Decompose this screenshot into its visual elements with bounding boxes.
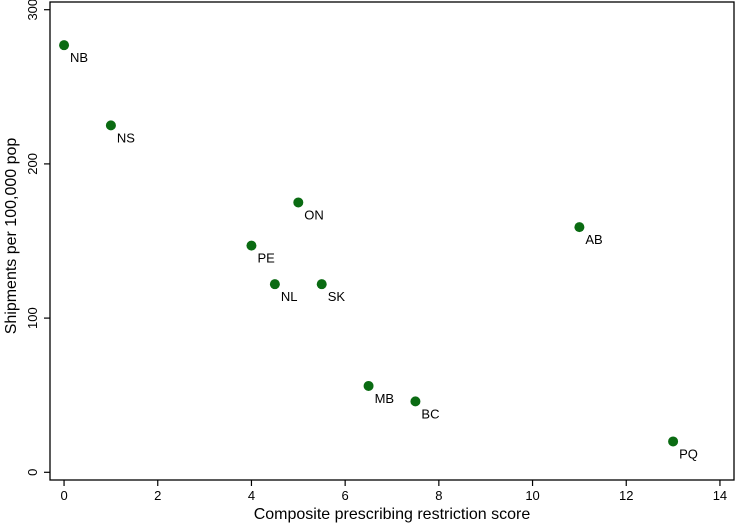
data-point bbox=[574, 222, 585, 233]
x-tick-label: 0 bbox=[60, 488, 67, 503]
x-tick-label: 10 bbox=[525, 488, 539, 503]
data-point bbox=[269, 279, 280, 290]
y-tick-label: 300 bbox=[25, 0, 40, 21]
point-label: NB bbox=[70, 50, 88, 65]
point-label: SK bbox=[328, 289, 346, 304]
data-point bbox=[316, 279, 327, 290]
y-axis-title: Shipments per 100,000 pop bbox=[3, 138, 20, 335]
y-tick-label: 200 bbox=[25, 153, 40, 175]
point-label: AB bbox=[585, 232, 602, 247]
x-tick-label: 8 bbox=[435, 488, 442, 503]
data-point bbox=[59, 40, 70, 51]
x-tick-label: 6 bbox=[342, 488, 349, 503]
data-point bbox=[105, 120, 116, 131]
data-points: NB NS ON PE NL SK AB MB BC PQ bbox=[59, 40, 698, 461]
point-label: BC bbox=[421, 406, 439, 421]
point-label: NL bbox=[281, 289, 298, 304]
x-tick-label: 14 bbox=[713, 488, 727, 503]
point-label: PQ bbox=[679, 446, 698, 461]
x-tick-label: 4 bbox=[248, 488, 255, 503]
data-point bbox=[293, 197, 304, 208]
x-tick-label: 12 bbox=[619, 488, 633, 503]
x-axis-title: Composite prescribing restriction score bbox=[254, 506, 531, 523]
y-tick-label: 100 bbox=[25, 307, 40, 329]
point-label: PE bbox=[257, 251, 275, 266]
data-point bbox=[668, 436, 679, 447]
data-point bbox=[363, 380, 374, 391]
x-tick-label: 2 bbox=[154, 488, 161, 503]
x-axis: 0 2 4 6 8 10 12 14 bbox=[60, 480, 727, 503]
point-label: MB bbox=[375, 391, 395, 406]
plot-frame bbox=[49, 1, 735, 481]
y-tick-label: 0 bbox=[25, 469, 40, 476]
point-label: ON bbox=[304, 207, 324, 222]
point-label: NS bbox=[117, 130, 135, 145]
data-point bbox=[246, 240, 257, 251]
y-axis: 0 100 200 300 bbox=[25, 0, 50, 476]
data-point bbox=[410, 396, 421, 407]
